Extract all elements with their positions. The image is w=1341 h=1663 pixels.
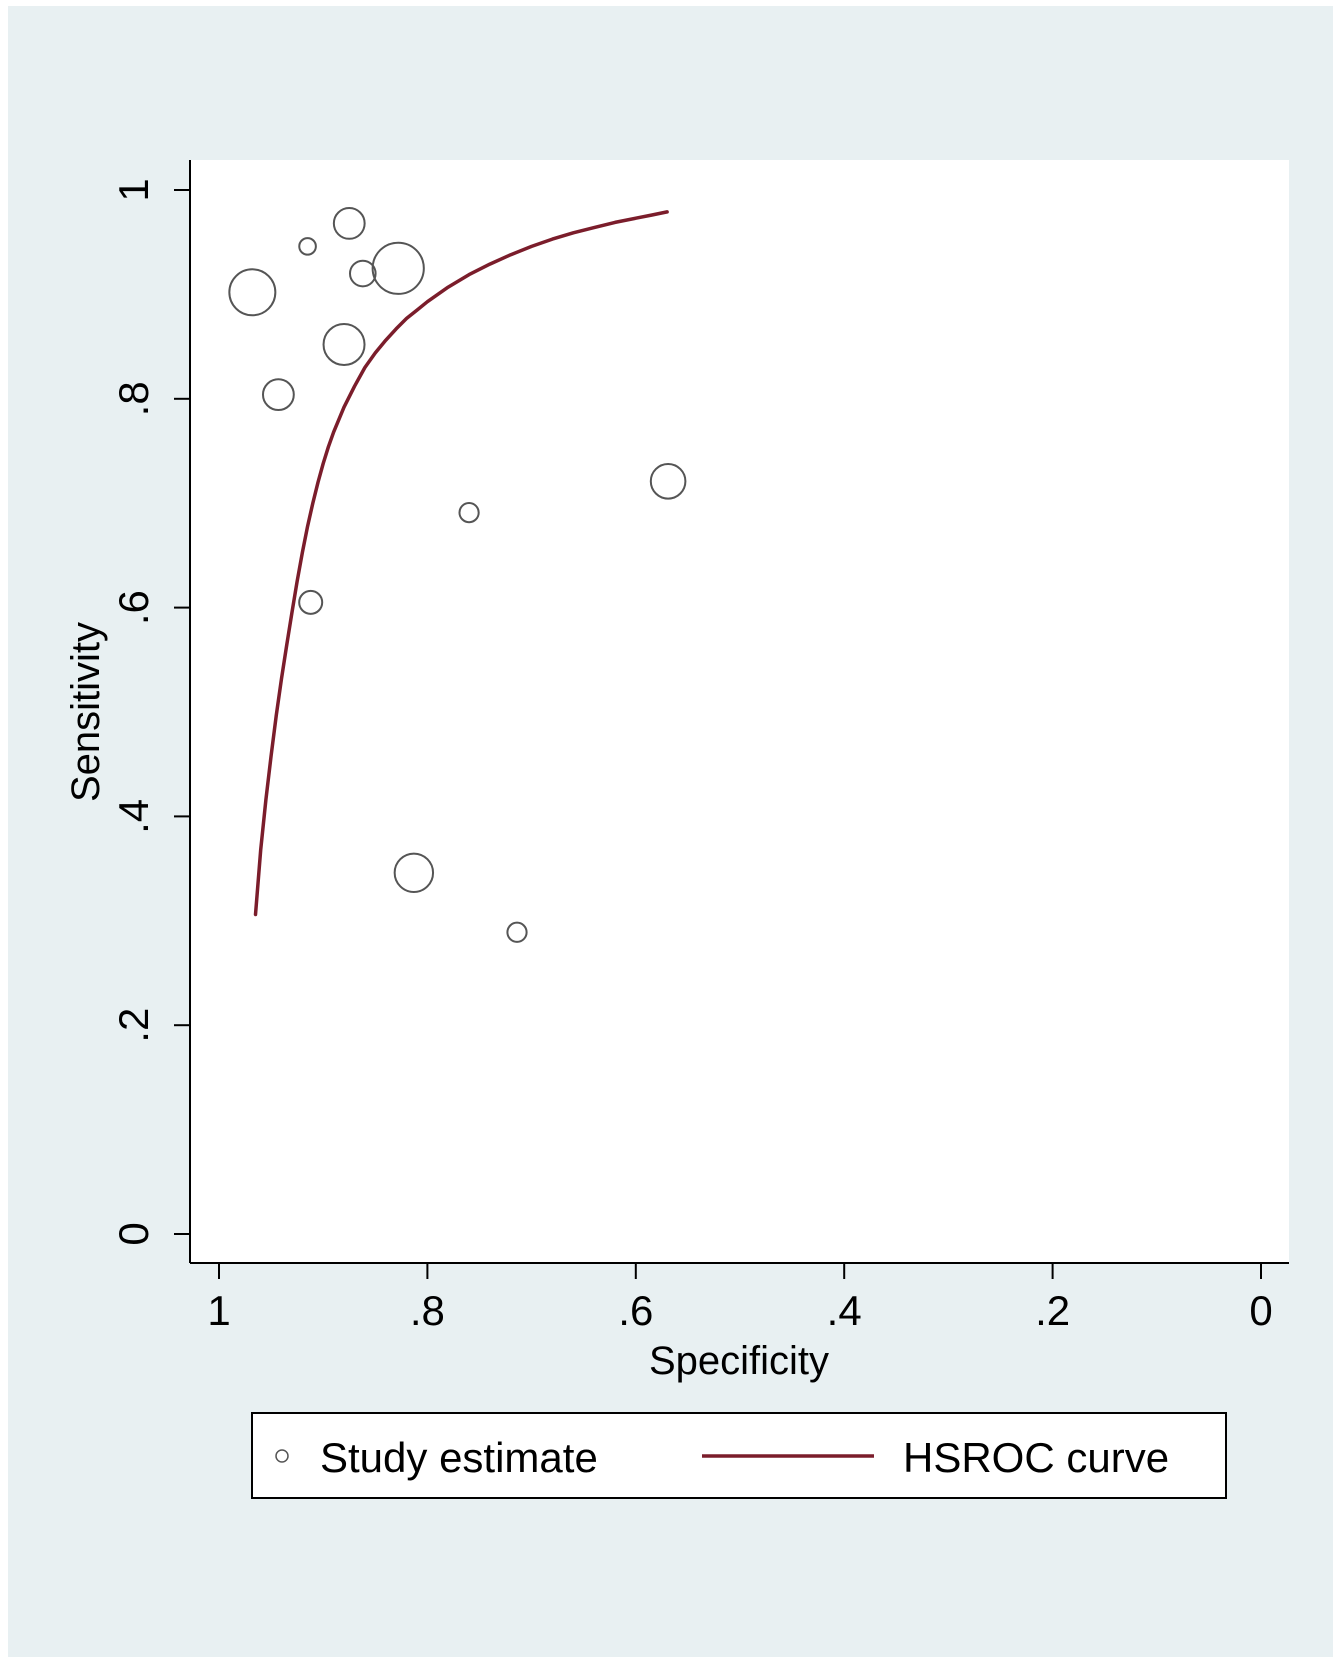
x-tick-label: 0	[1249, 1287, 1272, 1334]
legend-marker-study-estimate	[275, 1449, 289, 1463]
study-estimate-point	[371, 241, 425, 295]
y-tick-label: .2	[110, 1008, 157, 1043]
x-tick-label: .6	[618, 1287, 653, 1334]
legend-label-study-estimate: Study estimate	[320, 1434, 598, 1481]
legend-label-hsroc-curve: HSROC curve	[903, 1434, 1169, 1481]
x-axis-ticks: 1 .8 .6 .4 .2 0	[207, 1263, 1273, 1334]
study-estimate-point	[322, 323, 366, 367]
y-tick-label: 0	[110, 1222, 157, 1245]
y-axis-title: Sensitivity	[64, 622, 108, 802]
y-tick-label: 1	[110, 178, 157, 201]
x-tick-label: .2	[1035, 1287, 1070, 1334]
x-tick-label: 1	[207, 1287, 230, 1334]
study-estimate-point	[298, 237, 317, 256]
y-tick-label: .4	[110, 799, 157, 834]
hsroc-curve-layer	[253, 210, 669, 917]
legend: Study estimate HSROC curve	[251, 1412, 1227, 1499]
y-axis-ticks: 0 .2 .4 .6 .8 1	[110, 178, 190, 1246]
study-points-layer	[228, 207, 687, 943]
study-estimate-point	[261, 378, 295, 412]
study-estimate-point	[332, 207, 366, 240]
study-estimate-point	[348, 259, 377, 288]
plot-area	[190, 160, 1289, 1263]
study-estimate-point	[393, 852, 435, 893]
x-tick-label: .8	[410, 1287, 445, 1334]
y-tick-label: .6	[110, 590, 157, 625]
study-estimate-point	[649, 462, 687, 500]
x-tick-label: .4	[827, 1287, 862, 1334]
hsroc-curve-line	[253, 210, 669, 917]
study-estimate-point	[458, 501, 480, 524]
study-estimate-point	[228, 268, 277, 317]
y-tick-label: .8	[110, 381, 157, 416]
study-estimate-point	[506, 921, 528, 943]
study-estimate-point	[298, 589, 324, 615]
x-axis-title: Specificity	[649, 1339, 829, 1383]
